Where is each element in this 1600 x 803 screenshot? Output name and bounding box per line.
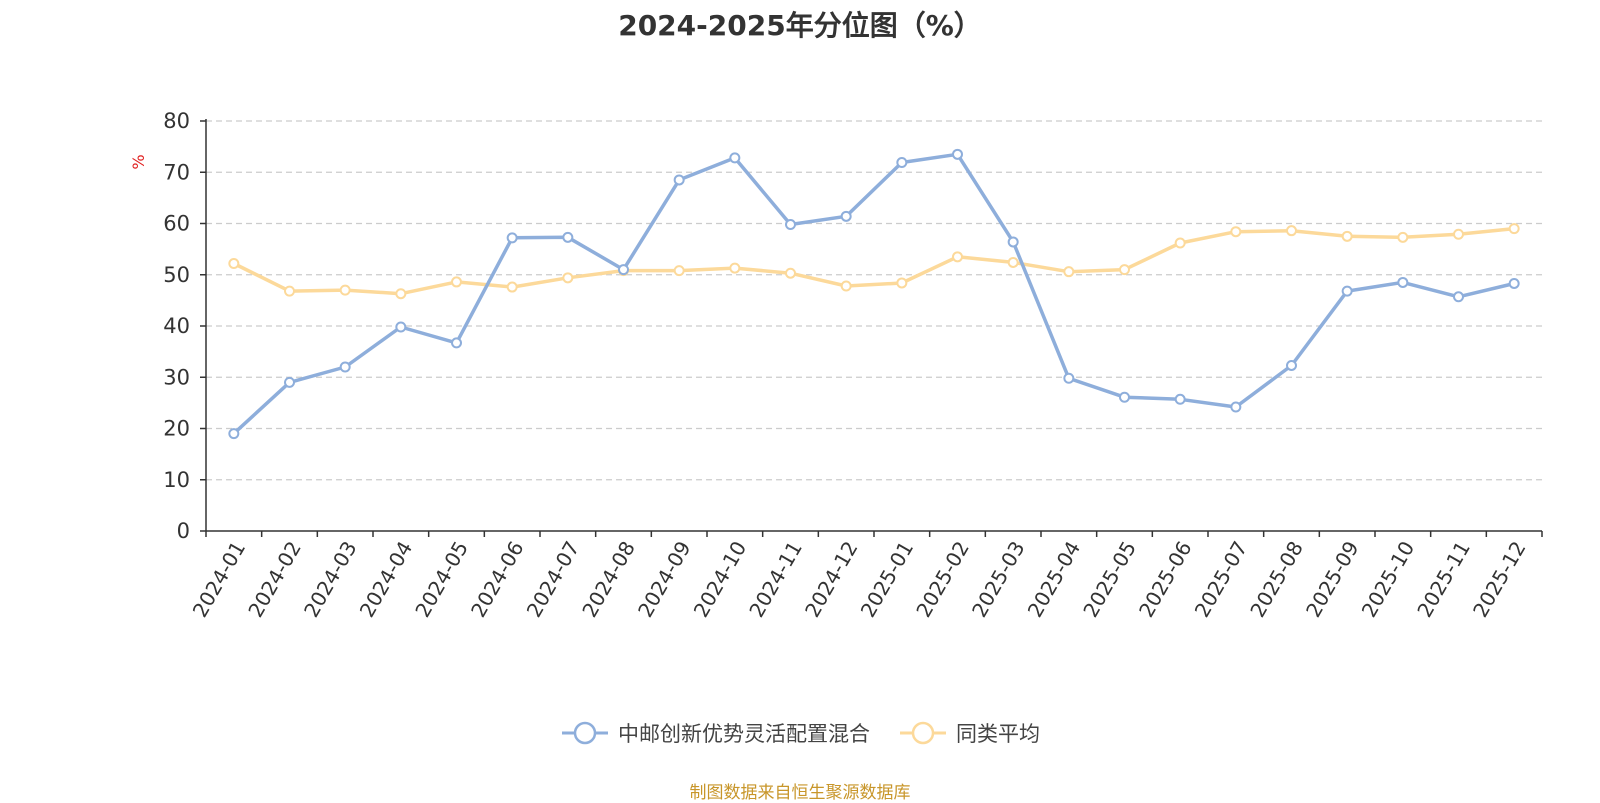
y-tick-label: 30	[163, 365, 190, 389]
y-tick-label: 50	[163, 263, 190, 287]
series-lines	[228, 148, 1520, 440]
x-tick-label: 2025-11	[1412, 537, 1475, 621]
y-tick-label: 60	[163, 212, 190, 236]
data-point	[1230, 226, 1242, 238]
data-point	[1341, 285, 1353, 297]
data-point	[1230, 401, 1242, 413]
x-tick-label: 2025-10	[1357, 537, 1420, 621]
data-point	[228, 257, 240, 269]
data-point	[339, 284, 351, 296]
data-point	[1453, 291, 1464, 303]
x-tick-label: 2024-02	[243, 537, 306, 621]
x-tick-label: 2025-03	[967, 537, 1030, 621]
data-point	[1007, 256, 1019, 268]
data-point	[618, 264, 629, 276]
y-tick-label: 80	[163, 109, 190, 133]
y-axis-label: %	[129, 154, 148, 169]
data-point	[395, 321, 407, 333]
x-tick-label: 2024-05	[410, 537, 473, 621]
legend: 中邮创新优势灵活配置混合 同类平均	[0, 718, 1600, 748]
series-line	[232, 226, 1516, 296]
legend-item[interactable]: 中邮创新优势灵活配置混合	[560, 718, 870, 748]
chart-title: 2024-2025年分位图（%）	[618, 9, 982, 42]
data-point	[1119, 264, 1130, 276]
data-point	[896, 277, 908, 289]
legend-label: 同类平均	[956, 722, 1040, 746]
y-tick-label: 10	[163, 468, 190, 492]
legend-line-circle-icon	[900, 721, 946, 745]
data-point	[785, 219, 796, 231]
y-tick-label: 20	[163, 417, 190, 441]
x-tick-label: 2024-10	[689, 537, 752, 621]
data-point	[785, 267, 796, 279]
data-point	[673, 174, 685, 186]
data-point	[451, 337, 462, 349]
x-tick-label: 2024-06	[466, 537, 529, 621]
data-point	[1174, 237, 1186, 249]
x-tick-label: 2025-07	[1190, 537, 1253, 621]
data-point	[284, 285, 295, 297]
data-point	[395, 288, 407, 300]
data-point	[952, 148, 963, 160]
legend-line-circle-icon	[562, 721, 608, 745]
data-point	[952, 251, 963, 263]
x-tick-label: 2025-08	[1245, 537, 1308, 621]
data-point	[1063, 372, 1075, 384]
x-tick-label: 2024-04	[355, 537, 418, 621]
x-tick-label: 2024-12	[800, 537, 863, 621]
y-tick-label: 40	[163, 314, 190, 338]
x-tick-label: 2025-12	[1468, 537, 1531, 621]
data-point	[673, 265, 685, 277]
x-tick-label: 2024-08	[577, 537, 640, 621]
data-point	[1174, 393, 1186, 405]
x-tick-label: 2024-09	[633, 537, 696, 621]
data-point	[1119, 391, 1130, 403]
series-line	[232, 152, 1516, 436]
data-point	[451, 276, 462, 288]
data-point	[562, 272, 574, 284]
data-point	[506, 281, 518, 293]
source-note: 制图数据来自恒生聚源数据库	[689, 783, 911, 803]
data-point	[1063, 266, 1075, 278]
data-point	[896, 157, 908, 169]
data-point	[1341, 230, 1353, 242]
x-tick-label: 2024-03	[299, 537, 362, 621]
data-point	[729, 262, 741, 274]
data-point	[1286, 225, 1297, 237]
x-tick-label: 2025-01	[856, 537, 919, 621]
x-tick-label: 2024-01	[188, 537, 251, 621]
data-point	[506, 232, 518, 244]
x-tick-label: 2024-07	[522, 537, 585, 621]
x-tick-label: 2025-05	[1078, 537, 1141, 621]
data-point	[1397, 231, 1409, 243]
x-tick-label: 2025-09	[1301, 537, 1364, 621]
legend-item[interactable]: 同类平均	[898, 718, 1040, 748]
data-point	[1508, 223, 1520, 235]
axes: 010203040506070802024-012024-022024-0320…	[163, 109, 1543, 621]
x-tick-label: 2025-02	[911, 537, 974, 621]
y-tick-label: 0	[177, 519, 190, 543]
data-point	[1453, 228, 1464, 240]
data-point	[1286, 359, 1297, 371]
y-tick-label: 70	[163, 160, 190, 184]
data-point	[1508, 277, 1520, 289]
x-tick-label: 2025-04	[1023, 537, 1086, 621]
data-point	[339, 361, 351, 373]
data-point	[1007, 236, 1019, 248]
data-point	[562, 231, 574, 243]
legend-label: 中邮创新优势灵活配置混合	[618, 722, 870, 746]
data-point	[729, 152, 741, 164]
data-point	[228, 428, 240, 440]
data-point	[840, 280, 852, 292]
data-point	[284, 376, 295, 388]
data-point	[1397, 276, 1409, 288]
data-point	[840, 210, 852, 222]
x-tick-label: 2025-06	[1134, 537, 1197, 621]
x-tick-label: 2024-11	[744, 537, 807, 621]
